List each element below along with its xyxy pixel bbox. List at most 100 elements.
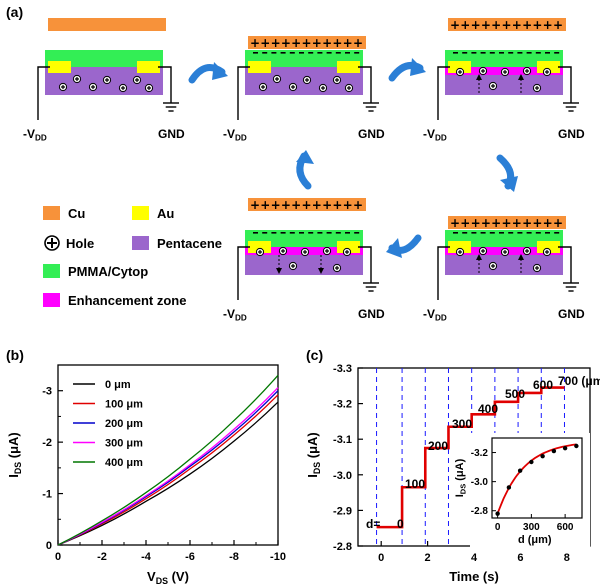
panel-a-label: (a): [6, 4, 23, 20]
minus-charge: [262, 52, 268, 54]
hole: [455, 247, 465, 257]
pmma-layer: [445, 230, 563, 247]
cycle-arrow-1-head: [212, 62, 228, 80]
minus-charge: [462, 232, 468, 234]
y-tick-label: -2.8: [333, 541, 352, 553]
hole: [488, 81, 498, 91]
inset-point: [562, 445, 568, 451]
cu-layer: [248, 36, 366, 49]
series-line: [57, 374, 279, 546]
device-3: + + + + + + + + + + +-VDD GND: [423, 18, 585, 143]
plus-charge: +: [532, 216, 542, 230]
wire-right: [558, 246, 572, 283]
step-label: 400: [478, 402, 498, 416]
pmma-layer: [245, 230, 363, 247]
hole-plus: [320, 85, 326, 91]
hole: [144, 83, 154, 93]
minus-charge: [471, 52, 477, 54]
inset-fit-curve: [496, 443, 577, 514]
hole-plus: [490, 263, 496, 269]
hole-plus: [346, 85, 352, 91]
minus-charge: [289, 52, 295, 54]
au-electrode-left: [248, 241, 271, 253]
hole-plus: [304, 77, 310, 83]
hole: [300, 247, 310, 257]
minus-charge: [308, 232, 314, 234]
plus-charge: +: [501, 18, 511, 32]
plus-charge: +: [512, 216, 522, 230]
hole-plus: [260, 84, 266, 90]
x-tick-label: 4: [471, 552, 478, 564]
y-tick-label: -3.1: [333, 434, 352, 446]
legend-label-cu: Cu: [68, 206, 85, 221]
hole: [332, 75, 342, 85]
au-electrode-left: [448, 241, 471, 253]
plus-charge: +: [281, 198, 291, 212]
hole: [88, 82, 98, 92]
legend-label-au: Au: [157, 206, 174, 221]
legend-swatch-au: [132, 206, 149, 220]
minus-charge: [354, 52, 360, 54]
pmma-layer: [45, 50, 163, 67]
hole-plus: [480, 248, 486, 254]
legend-label-hole: Hole: [66, 236, 94, 251]
minus-charge: [317, 52, 323, 54]
minus-charge: [471, 232, 477, 234]
minus-charge: [535, 52, 541, 54]
inset-y-tick-label: -3.0: [471, 477, 489, 488]
hole-plus: [60, 84, 66, 90]
minus-charge: [508, 52, 514, 54]
device-5: + + + + + + + + + + +-VDD GND: [223, 198, 385, 323]
x-tick-label: -2: [97, 551, 107, 563]
hole: [302, 75, 312, 85]
step-label: 200: [428, 439, 448, 453]
inset-point: [495, 511, 500, 516]
cu-layer: [48, 18, 166, 31]
hole: [102, 75, 112, 85]
step-label: 700 (μm): [558, 374, 600, 388]
hole: [522, 66, 532, 76]
pmma-layer: [245, 50, 363, 67]
hole: [118, 83, 128, 93]
hole-plus: [146, 85, 152, 91]
minus-charge: [462, 52, 468, 54]
minus-charge: [499, 232, 504, 234]
hole-plus: [334, 265, 340, 271]
cu-layer: [248, 198, 366, 211]
plot-frame: [57, 364, 279, 546]
inset-frame: [491, 437, 583, 519]
plus-charge: +: [553, 216, 563, 230]
minus-charge: [535, 232, 541, 234]
step-label: 600: [533, 378, 553, 392]
hole: [255, 247, 265, 257]
plus-charge: +: [491, 18, 501, 32]
label-vdd: -VDD: [423, 307, 447, 323]
plus-charge: +: [250, 198, 260, 212]
plus-charge: +: [332, 198, 342, 212]
au-electrode-right: [537, 61, 560, 73]
hole-plus: [90, 84, 96, 90]
plus-charge: +: [491, 216, 501, 230]
hole-plus: [344, 249, 350, 255]
plus-charge: +: [301, 36, 311, 50]
plus-charge: +: [353, 198, 363, 212]
x-axis-label: Time (s): [449, 569, 499, 584]
au-electrode-left: [48, 61, 71, 73]
hole-plus: [534, 265, 540, 271]
wire-left: [237, 246, 250, 300]
inset-x-label: d (μm): [518, 534, 552, 546]
plus-charge: +: [332, 36, 342, 50]
hole: [72, 74, 82, 84]
hole-plus: [257, 249, 263, 255]
label-gnd: GND: [358, 127, 385, 141]
hole-plus: [74, 76, 80, 82]
cycle-arrow-4-head: [386, 238, 402, 258]
minus-charge: [335, 52, 341, 54]
y-tick-label: 0: [46, 540, 52, 552]
plus-charge: +: [312, 198, 322, 212]
au-electrode-right: [337, 61, 360, 73]
plus-charge: +: [471, 216, 481, 230]
minus-charge: [345, 232, 350, 234]
hole-plus: [324, 248, 330, 254]
x-tick-label: 0: [378, 552, 384, 564]
